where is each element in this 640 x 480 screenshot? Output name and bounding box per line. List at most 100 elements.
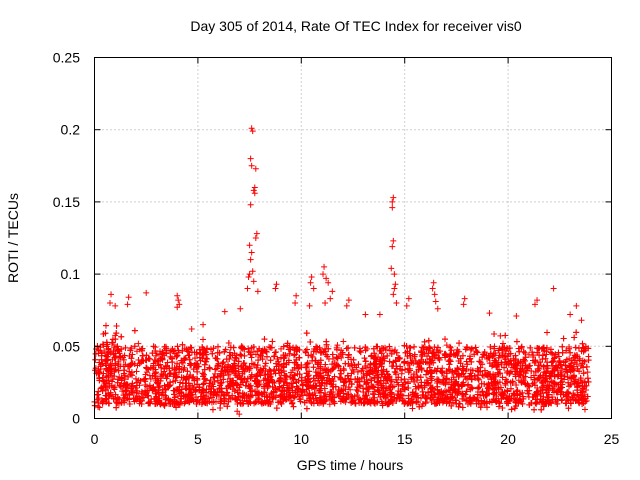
data-point [257,368,264,375]
data-point [359,365,366,372]
data-point [549,350,556,357]
data-point [384,352,391,359]
data-point [223,385,230,392]
data-point [492,357,499,364]
data-point [337,393,344,400]
data-point [535,375,542,382]
data-point [120,370,127,377]
data-point [129,380,136,387]
data-point [138,388,145,395]
data-point [287,346,294,353]
data-point [308,352,315,359]
data-point [525,390,532,397]
data-point [366,364,373,371]
data-point [261,336,268,343]
data-point [255,389,262,396]
data-point [548,400,555,407]
data-point [247,375,254,382]
data-point [272,349,279,356]
data-point [526,387,533,394]
data-point [418,353,425,360]
data-point [374,398,381,405]
data-point [96,374,103,381]
data-point [387,389,394,396]
data-point [267,344,274,351]
data-point [360,371,367,378]
data-point [459,381,466,388]
data-point [267,368,274,375]
data-point [276,377,283,384]
data-point [510,390,517,397]
data-point [473,348,480,355]
data-point [496,400,503,407]
data-point [358,375,365,382]
data-point [531,376,538,383]
data-point [287,374,294,381]
data-point [370,383,377,390]
data-point [392,346,399,353]
data-point [291,351,298,358]
data-point [185,352,192,359]
data-point [357,396,364,403]
data-point [487,344,494,351]
data-point [183,385,190,392]
data-point [561,373,568,380]
data-point [483,389,490,396]
data-point [209,406,216,413]
data-point [421,379,428,386]
data-point [422,393,429,400]
data-point [319,349,326,356]
data-point [402,349,409,356]
data-point [203,386,210,393]
data-point [286,350,293,357]
data-point [273,405,280,412]
data-point [443,400,450,407]
data-point [499,353,506,360]
data-point [179,380,186,387]
data-point [323,338,330,345]
data-point [421,338,428,345]
data-point [345,384,352,391]
data-point [109,376,116,383]
data-point [355,361,362,368]
data-point [580,348,587,355]
data-point [207,390,214,397]
data-point [214,373,221,380]
data-point [495,403,502,410]
data-point [544,329,551,336]
data-point [537,359,544,366]
data-point [182,375,189,382]
data-point [387,396,394,403]
data-point [126,368,133,375]
data-point [289,400,296,407]
data-point [463,388,470,395]
data-point [155,387,162,394]
data-point [582,347,589,354]
data-point [189,382,196,389]
data-point [395,354,402,361]
data-point [403,343,410,350]
data-point [390,362,397,369]
data-point [533,399,540,406]
data-point [464,361,471,368]
data-point [281,372,288,379]
data-point [559,365,566,372]
data-point [501,344,508,351]
data-point [436,354,443,361]
data-point [380,366,387,373]
data-point [557,391,564,398]
data-point [497,370,504,377]
data-point [446,353,453,360]
data-point [136,398,143,405]
data-point [195,363,202,370]
data-point [239,370,246,377]
data-point [342,386,349,393]
data-point [173,374,180,381]
data-point [518,378,525,385]
data-point [297,398,304,405]
data-point [124,363,131,370]
data-point [545,397,552,404]
data-point [502,380,509,387]
data-point [374,374,381,381]
data-point [133,382,140,389]
